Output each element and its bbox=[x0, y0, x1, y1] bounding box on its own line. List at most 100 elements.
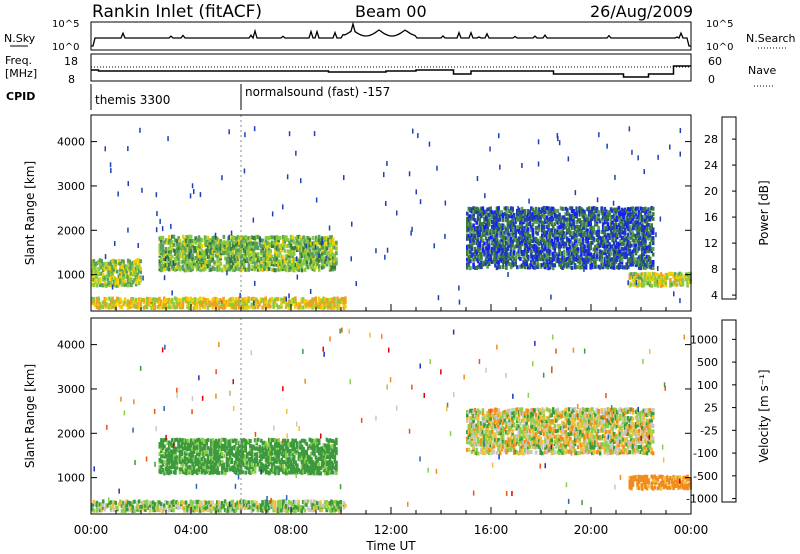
heatmap-cell bbox=[235, 462, 238, 467]
heatmap-cell bbox=[541, 249, 544, 253]
heatmap-cell bbox=[247, 236, 251, 241]
heatmap-cell bbox=[158, 246, 162, 251]
heatmap-cell bbox=[633, 214, 636, 219]
heatmap-cell bbox=[503, 244, 507, 249]
heatmap-cell bbox=[249, 459, 252, 464]
heatmap-cell bbox=[558, 262, 561, 267]
heatmap-cell bbox=[291, 508, 294, 513]
heatmap-cell bbox=[594, 264, 597, 269]
heatmap-cell bbox=[289, 464, 293, 469]
heatmap-cell bbox=[522, 228, 525, 233]
heatmap-cell bbox=[542, 252, 546, 257]
heatmap-cell bbox=[192, 450, 196, 454]
heatmap-cell bbox=[309, 289, 312, 294]
heatmap-cell bbox=[495, 231, 499, 236]
heatmap-cell bbox=[486, 207, 489, 212]
heatmap-cell bbox=[637, 222, 641, 227]
heatmap-cell bbox=[208, 500, 211, 505]
heatmap-cell bbox=[583, 244, 586, 249]
heatmap-cell bbox=[274, 244, 277, 248]
heatmap-cell bbox=[641, 228, 644, 232]
heatmap-cell bbox=[634, 260, 638, 265]
heatmap-cell bbox=[508, 232, 511, 237]
heatmap-cell bbox=[235, 452, 238, 457]
heatmap-cell bbox=[483, 216, 486, 221]
heatmap-cell bbox=[550, 238, 553, 243]
heatmap-cell bbox=[655, 232, 657, 238]
heatmap-cell bbox=[131, 505, 135, 510]
heatmap-cell bbox=[517, 210, 521, 215]
heatmap-cell bbox=[185, 268, 188, 273]
heatmap-cell bbox=[625, 243, 628, 248]
heatmap-cell bbox=[174, 460, 177, 465]
heatmap-cell bbox=[264, 257, 268, 261]
heatmap-cell bbox=[291, 447, 294, 452]
heatmap-cell bbox=[236, 467, 240, 472]
heatmap-cell bbox=[230, 465, 233, 470]
heatmap-cell bbox=[591, 240, 594, 245]
heatmap-cell bbox=[314, 241, 318, 246]
heatmap-cell bbox=[221, 466, 224, 470]
heatmap-cell bbox=[486, 227, 489, 232]
heatmap-cell bbox=[217, 470, 221, 475]
heatmap-cell bbox=[551, 245, 555, 250]
heatmap-cell bbox=[601, 212, 605, 217]
heatmap-cell bbox=[158, 296, 161, 301]
heatmap-cell bbox=[276, 509, 280, 514]
heatmap-cell bbox=[620, 236, 624, 240]
heatmap-cell bbox=[478, 233, 482, 238]
heatmap-cell bbox=[273, 503, 277, 508]
heatmap-cell bbox=[517, 252, 521, 257]
heatmap-cell bbox=[516, 243, 519, 248]
heatmap-cell bbox=[91, 503, 94, 508]
heatmap-cell bbox=[294, 509, 297, 513]
heatmap-cell bbox=[112, 304, 116, 309]
heatmap-cell bbox=[139, 301, 142, 306]
heatmap-cell bbox=[101, 275, 105, 280]
heatmap-cell bbox=[302, 465, 305, 470]
heatmap-cell bbox=[151, 302, 155, 307]
heatmap-cell bbox=[321, 248, 324, 253]
heatmap-cell bbox=[491, 228, 494, 233]
heatmap-cell bbox=[492, 217, 496, 222]
heatmap-cell bbox=[189, 470, 193, 475]
heatmap-cell bbox=[333, 296, 336, 301]
heatmap-cell bbox=[217, 264, 221, 269]
heatmap-cell bbox=[174, 257, 177, 261]
heatmap-cell bbox=[311, 246, 315, 251]
heatmap-cell bbox=[327, 256, 330, 261]
heatmap-cell bbox=[476, 243, 480, 248]
heatmap-cell bbox=[655, 278, 658, 283]
heatmap-cell bbox=[526, 217, 530, 221]
heatmap-cell bbox=[242, 260, 246, 265]
heatmap-cell bbox=[616, 235, 619, 240]
heatmap-cell bbox=[561, 228, 564, 233]
heatmap-cell bbox=[286, 302, 289, 307]
heatmap-cell bbox=[112, 262, 116, 266]
heatmap-cell bbox=[241, 300, 244, 305]
heatmap-cell bbox=[100, 271, 103, 276]
heatmap-cell bbox=[539, 240, 542, 245]
heatmap-cell bbox=[580, 242, 583, 247]
heatmap-cell bbox=[198, 305, 202, 310]
heatmap-cell bbox=[658, 275, 661, 279]
heatmap-cell bbox=[106, 269, 110, 273]
heatmap-cell bbox=[337, 299, 341, 304]
heatmap-cell bbox=[501, 231, 505, 236]
heatmap-cell bbox=[544, 214, 547, 219]
heatmap-cell bbox=[291, 251, 294, 256]
heatmap-cell bbox=[171, 443, 174, 448]
heatmap-cell bbox=[230, 265, 233, 270]
heatmap-cell bbox=[111, 258, 114, 263]
heatmap-cell bbox=[275, 451, 279, 456]
heatmap-cell bbox=[274, 249, 277, 254]
heatmap-cell bbox=[548, 244, 552, 249]
heatmap-cell bbox=[278, 244, 282, 249]
heatmap-cell bbox=[253, 465, 257, 470]
heatmap-cell bbox=[198, 508, 202, 513]
heatmap-cell bbox=[486, 243, 489, 248]
heatmap-cell bbox=[264, 457, 268, 462]
heatmap-cell bbox=[164, 247, 168, 251]
heatmap-cell bbox=[623, 234, 627, 239]
heatmap-cell bbox=[153, 301, 157, 306]
